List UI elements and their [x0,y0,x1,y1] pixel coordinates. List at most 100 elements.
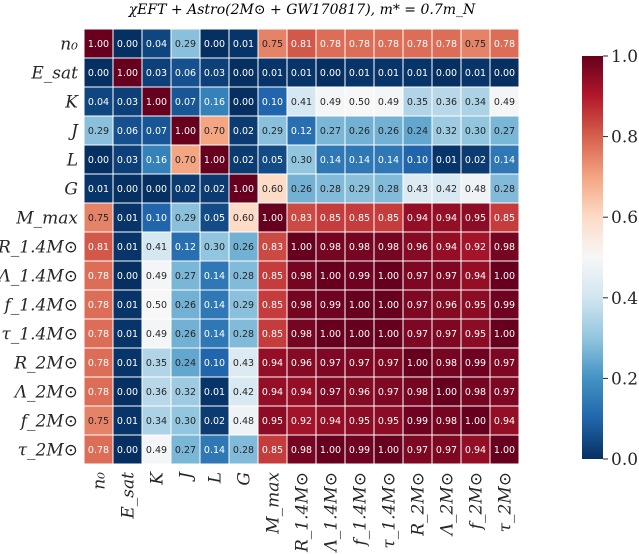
heatmap-cell [286,347,317,378]
cell-value-label: 0.48 [465,184,486,195]
cell-value-label: 0.01 [117,358,138,369]
cell-value-label: 0.92 [465,242,486,253]
heatmap-cell [83,57,114,88]
heatmap-cell [112,57,143,88]
heatmap-cell [489,86,520,117]
cell-value-label: 0.30 [465,126,486,137]
heatmap-cell [460,173,491,204]
row-label: Λ_2M⊙ [13,383,78,403]
cell-value-label: 0.30 [204,242,225,253]
heatmap-cell [228,115,259,146]
cell-value-label: 0.26 [175,300,196,311]
cell-value-label: 0.27 [494,126,515,137]
cell-value-label: 0.14 [204,329,225,340]
cell-value-label: 0.85 [262,300,283,311]
heatmap-cell [402,173,433,204]
cell-value-label: 0.85 [262,329,283,340]
cell-value-label: 0.10 [146,213,167,224]
cell-value-label: 0.85 [262,445,283,456]
cell-value-label: 0.94 [436,242,457,253]
cell-value-label: 0.49 [146,445,167,456]
cell-value-label: 0.99 [349,271,370,282]
cell-value-label: 0.99 [349,445,370,456]
heatmap-cell [83,376,114,407]
cell-value-label: 0.28 [233,329,254,340]
cell-value-label: 0.00 [88,68,109,79]
heatmap-cell [257,376,288,407]
heatmap-cell [402,202,433,233]
cell-value-label: 0.98 [494,242,515,253]
cell-value-label: 0.95 [262,416,283,427]
row-label: n₀ [60,35,78,55]
heatmap-cell [286,28,317,59]
cell-value-label: 0.05 [204,213,225,224]
cell-value-label: 1.00 [117,68,138,79]
heatmap-cell [315,115,346,146]
cell-value-label: 0.26 [175,329,196,340]
row-label: f_1.4M⊙ [3,296,78,316]
cell-value-label: 1.00 [378,271,399,282]
heatmap-cell [257,86,288,117]
cell-value-label: 0.78 [349,39,370,50]
cell-value-label: 0.02 [233,126,254,137]
cell-value-label: 0.03 [146,68,167,79]
cell-value-label: 1.00 [494,271,515,282]
row-label: R_1.4M⊙ [0,238,78,258]
column-label: R_2M⊙ [409,472,429,537]
heatmap-cell [170,405,201,436]
heatmap-cell [141,260,172,291]
heatmap-cell [315,260,346,291]
cell-value-label: 0.98 [436,416,457,427]
heatmap-cell [315,144,346,175]
cell-value-label: 0.85 [494,213,515,224]
heatmap-cell [286,289,317,320]
column-label: f_1.4M⊙ [351,472,371,547]
heatmap-cell [431,289,462,320]
column-label: K [148,471,168,486]
cell-value-label: 0.16 [146,155,167,166]
cell-value-label: 0.94 [262,387,283,398]
cell-value-label: 0.01 [291,68,312,79]
cell-value-label: 0.97 [407,329,428,340]
heatmap-cell [257,405,288,436]
cell-value-label: 1.00 [291,242,312,253]
cell-value-label: 0.34 [146,416,167,427]
cell-value-label: 0.94 [436,213,457,224]
cell-value-label: 0.28 [233,445,254,456]
cell-value-label: 0.43 [407,184,428,195]
column-label: τ_1.4M⊙ [380,472,400,549]
cell-value-label: 1.00 [88,39,109,50]
cell-value-label: 0.98 [378,242,399,253]
cell-value-label: 0.14 [204,271,225,282]
heatmap-cell [373,115,404,146]
cell-value-label: 0.97 [407,445,428,456]
heatmap-cell [112,405,143,436]
heatmap-cell [170,434,201,465]
heatmap-cell [286,434,317,465]
cell-value-label: 0.50 [349,97,370,108]
cell-value-label: 0.01 [436,155,457,166]
cell-value-label: 0.28 [320,184,341,195]
cell-value-label: 0.94 [320,416,341,427]
column-label: n₀ [90,472,110,490]
cell-value-label: 0.00 [117,184,138,195]
cell-value-label: 0.01 [349,68,370,79]
cell-value-label: 0.41 [291,97,312,108]
heatmap-cell [170,57,201,88]
cell-value-label: 0.96 [407,242,428,253]
cell-value-label: 0.75 [465,39,486,50]
heatmap-cell [83,202,114,233]
row-label: τ_2M⊙ [18,441,78,461]
heatmap-cell [489,434,520,465]
cell-value-label: 0.01 [117,242,138,253]
heatmap-cell [199,57,230,88]
cell-value-label: 0.97 [320,387,341,398]
heatmap-cell [112,376,143,407]
row-label: f_2M⊙ [19,412,78,432]
colorbar-tick-label: 1.0 [611,47,638,67]
heatmap-cell [431,173,462,204]
heatmap-cell [170,144,201,175]
heatmap-cell [112,173,143,204]
colorbar-gradient [582,56,603,459]
heatmap-cell [431,434,462,465]
